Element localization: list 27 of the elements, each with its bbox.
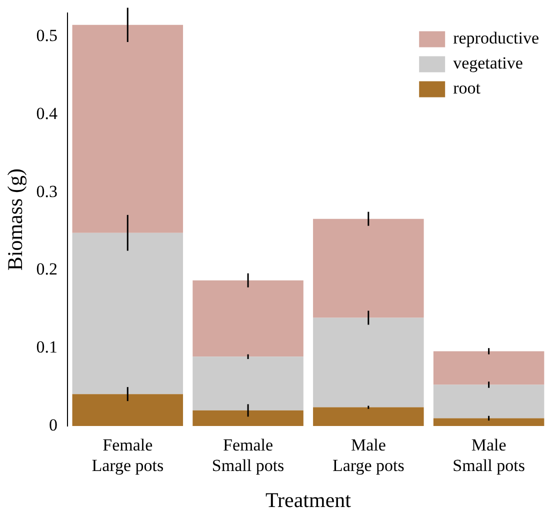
- bar: [313, 407, 424, 426]
- bar: [433, 351, 544, 385]
- bar: [72, 394, 184, 426]
- legend-label: root: [453, 78, 481, 98]
- y-tick-label: 0.1: [36, 338, 58, 357]
- bar: [192, 280, 304, 357]
- bar: [72, 232, 184, 394]
- y-tick-label: 0.4: [36, 104, 58, 123]
- y-tick-label: 0.5: [36, 26, 58, 46]
- x-tick-label: Female Small pots: [212, 436, 284, 476]
- x-tick-label: Female Large pots: [92, 436, 164, 476]
- y-tick-label: 0.2: [36, 260, 58, 279]
- bar: [433, 384, 544, 418]
- bar: [72, 24, 184, 233]
- bar: [313, 318, 424, 408]
- x-tick-label: Male Large pots: [332, 436, 404, 476]
- x-axis-title: Treatment: [265, 488, 352, 512]
- bar: [192, 356, 304, 410]
- y-tick-label: 0.3: [36, 182, 58, 201]
- bar: [192, 410, 304, 426]
- y-axis-title: Biomass (g): [3, 168, 28, 271]
- legend-label: reproductive: [453, 28, 539, 48]
- bar: [433, 418, 544, 426]
- bar: [313, 218, 424, 318]
- y-tick-label: 0: [48, 415, 58, 434]
- legend-label: vegetative: [453, 54, 523, 73]
- x-tick-label: Male Small pots: [452, 436, 525, 476]
